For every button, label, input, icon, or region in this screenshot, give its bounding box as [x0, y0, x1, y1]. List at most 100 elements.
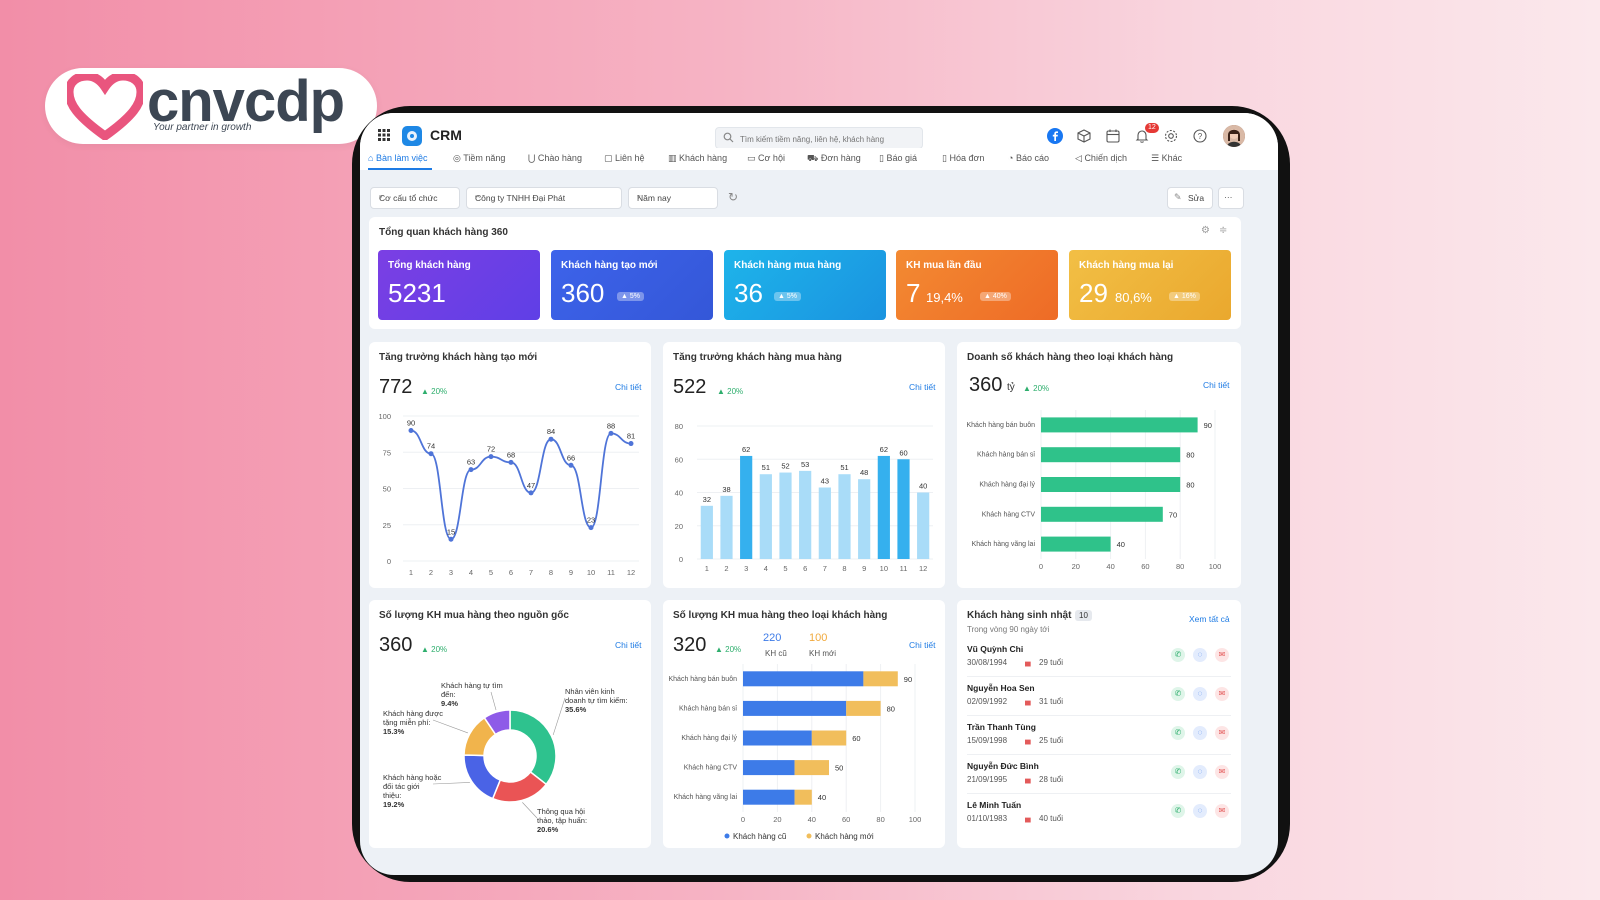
bar — [897, 459, 910, 559]
chat-icon[interactable]: ◌ — [1193, 765, 1207, 779]
more-options-button[interactable]: ··· — [1218, 187, 1244, 209]
kpi-buying-customers[interactable]: Khách hàng mua hàng 36 ▲ 5% — [724, 250, 886, 320]
x-tick-label: 12 — [919, 564, 927, 573]
gear-icon[interactable] — [1163, 128, 1179, 144]
org-tree-icon[interactable]: ⚯ — [475, 194, 481, 201]
tab-chien-dich[interactable]: ◁ Chiến dịch — [1075, 153, 1127, 163]
data-label: 47 — [527, 481, 535, 490]
package-icon[interactable] — [1076, 128, 1092, 144]
category-label: Khách hàng bán sỉ — [679, 704, 737, 712]
change-indicator: ▲ 20% — [421, 645, 448, 654]
phone-icon[interactable]: ✆ — [1171, 804, 1185, 818]
pie-chart-icon: ◔ — [1008, 153, 1014, 163]
chat-icon[interactable]: ◌ — [1193, 726, 1207, 740]
total-value: 360 — [379, 634, 413, 656]
tab-bao-gia[interactable]: ▯ Báo giá — [879, 153, 917, 163]
tab-bao-cao[interactable]: ◔ Báo cáo — [1008, 153, 1049, 163]
data-point — [488, 454, 494, 460]
filter-sliders-icon[interactable]: ≑ — [1219, 225, 1228, 236]
tab-tiem-nang[interactable]: ◎ Tiềm năng — [453, 153, 506, 163]
tab-lien-he[interactable]: ▢ Liên hệ — [604, 153, 645, 163]
tab-chao-hang[interactable]: ⋃ Chào hàng — [528, 153, 582, 163]
refresh-icon[interactable]: ↻ — [728, 190, 739, 204]
slice-label: đối tác giới — [383, 782, 420, 791]
kpi-repeat-purchase[interactable]: Khách hàng mua lại 29 80,6% ▲ 16% — [1069, 250, 1231, 320]
age: 25 tuổi — [1039, 736, 1064, 745]
slice-label: đến: — [441, 690, 456, 699]
phone-icon[interactable]: ✆ — [1171, 687, 1185, 701]
data-point — [628, 441, 634, 447]
facebook-icon[interactable] — [1047, 128, 1063, 144]
x-tick-label: 20 — [773, 815, 781, 824]
kpi-new-customers[interactable]: Khách hàng tạo mới 360 ▲ 5% — [551, 250, 713, 320]
category-label: Khách hàng CTV — [982, 511, 1036, 518]
data-label: 84 — [547, 427, 555, 436]
kpi-first-purchase[interactable]: KH mua lần đầu 7 19,4% ▲ 40% — [896, 250, 1058, 320]
chat-icon[interactable]: ◌ — [1193, 687, 1207, 701]
x-tick-label: 4 — [469, 568, 473, 577]
search-input[interactable] — [738, 130, 922, 148]
x-tick-label: 5 — [489, 568, 493, 577]
old-customers-value: 220 — [763, 632, 782, 644]
mail-icon[interactable]: ✉ — [1215, 804, 1229, 818]
bar — [1041, 506, 1163, 522]
bar — [1041, 536, 1111, 552]
tab-khac[interactable]: ☰ Khác — [1151, 153, 1183, 163]
birthday-card: Khách hàng sinh nhật 10 Trong vòng 90 ng… — [957, 600, 1241, 848]
help-icon[interactable]: ? — [1192, 128, 1208, 144]
chat-icon[interactable]: ◌ — [1193, 804, 1207, 818]
data-label: 50 — [835, 764, 843, 773]
tab-ban-lam-viec[interactable]: ⌂ Bàn làm việc — [368, 153, 428, 163]
legend-label: Khách hàng cũ — [733, 832, 786, 841]
mail-icon[interactable]: ✉ — [1215, 765, 1229, 779]
active-tab-indicator — [368, 168, 432, 170]
mail-icon[interactable]: ✉ — [1215, 648, 1229, 662]
x-tick-label: 3 — [744, 564, 748, 573]
period-select[interactable]: Năm nay ▾ — [628, 187, 718, 209]
detail-link[interactable]: Chi tiết — [909, 382, 936, 392]
slice-label: Khách hàng được — [383, 709, 443, 718]
phone-icon[interactable]: ✆ — [1171, 765, 1185, 779]
detail-link[interactable]: Chi tiết — [615, 382, 642, 392]
chat-icon[interactable]: ◌ — [1193, 648, 1207, 662]
view-all-link[interactable]: Xem tất cả — [1189, 614, 1230, 624]
card-title: Doanh số khách hàng theo loại khách hàng — [967, 352, 1174, 363]
mail-icon[interactable]: ✉ — [1215, 726, 1229, 740]
x-tick-label: 40 — [1106, 562, 1114, 571]
donut-slice — [463, 754, 502, 800]
data-label: 40 — [919, 482, 927, 491]
global-search[interactable] — [715, 127, 923, 149]
mail-icon[interactable]: ✉ — [1215, 687, 1229, 701]
x-tick-label: 10 — [587, 568, 595, 577]
kpi-total-customers[interactable]: Tổng khách hàng 5231 — [378, 250, 540, 320]
calendar-icon[interactable] — [1105, 128, 1121, 144]
detail-link[interactable]: Chi tiết — [909, 640, 936, 650]
user-avatar[interactable] — [1223, 125, 1245, 147]
tab-hoa-don[interactable]: ▯ Hóa đơn — [942, 153, 985, 163]
org-structure-select[interactable]: Cơ cấu tổ chức ▾ — [370, 187, 460, 209]
tab-khach-hang[interactable]: ▥ Khách hàng — [668, 153, 728, 163]
tab-co-hoi[interactable]: ▭ Cơ hội — [747, 153, 785, 163]
tab-don-hang[interactable]: ⛟ Đơn hàng — [807, 153, 861, 163]
slice-value: 15.3% — [383, 727, 405, 736]
bar — [1041, 447, 1181, 463]
bell-icon[interactable] — [1134, 128, 1150, 144]
slice-label: thiệu: — [383, 791, 401, 800]
x-tick-label: 7 — [529, 568, 533, 577]
detail-link[interactable]: Chi tiết — [615, 640, 642, 650]
data-label: 68 — [507, 450, 515, 459]
data-label: 80 — [887, 704, 895, 713]
slice-value: 9.4% — [441, 699, 458, 708]
edit-button[interactable]: ✎ Sửa — [1167, 187, 1213, 209]
detail-link[interactable]: Chi tiết — [1203, 380, 1230, 390]
data-label: 43 — [821, 477, 829, 486]
settings-icon[interactable]: ⚙ — [1201, 225, 1210, 236]
revenue-by-type-card: Doanh số khách hàng theo loại khách hàng… — [957, 342, 1241, 588]
bar — [720, 495, 733, 559]
phone-icon[interactable]: ✆ — [1171, 648, 1185, 662]
company-select[interactable]: Công ty TNHH Đại Phát ⚯ — [466, 187, 622, 209]
apps-grid-icon[interactable] — [378, 129, 390, 141]
phone-icon[interactable]: ✆ — [1171, 726, 1185, 740]
x-tick-label: 9 — [569, 568, 573, 577]
